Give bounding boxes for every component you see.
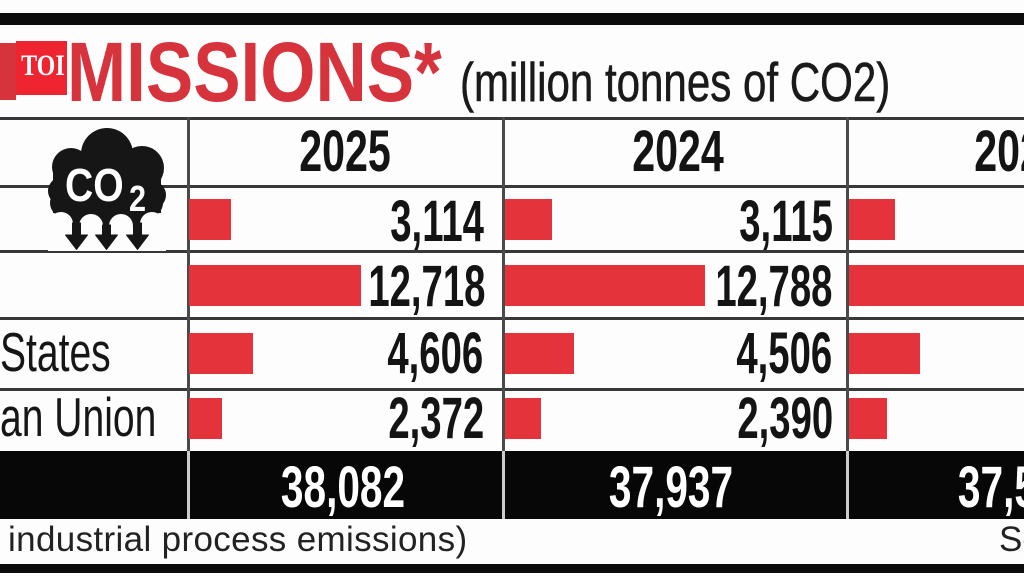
svg-text:CO: CO: [65, 160, 124, 212]
svg-text:2: 2: [129, 180, 146, 220]
